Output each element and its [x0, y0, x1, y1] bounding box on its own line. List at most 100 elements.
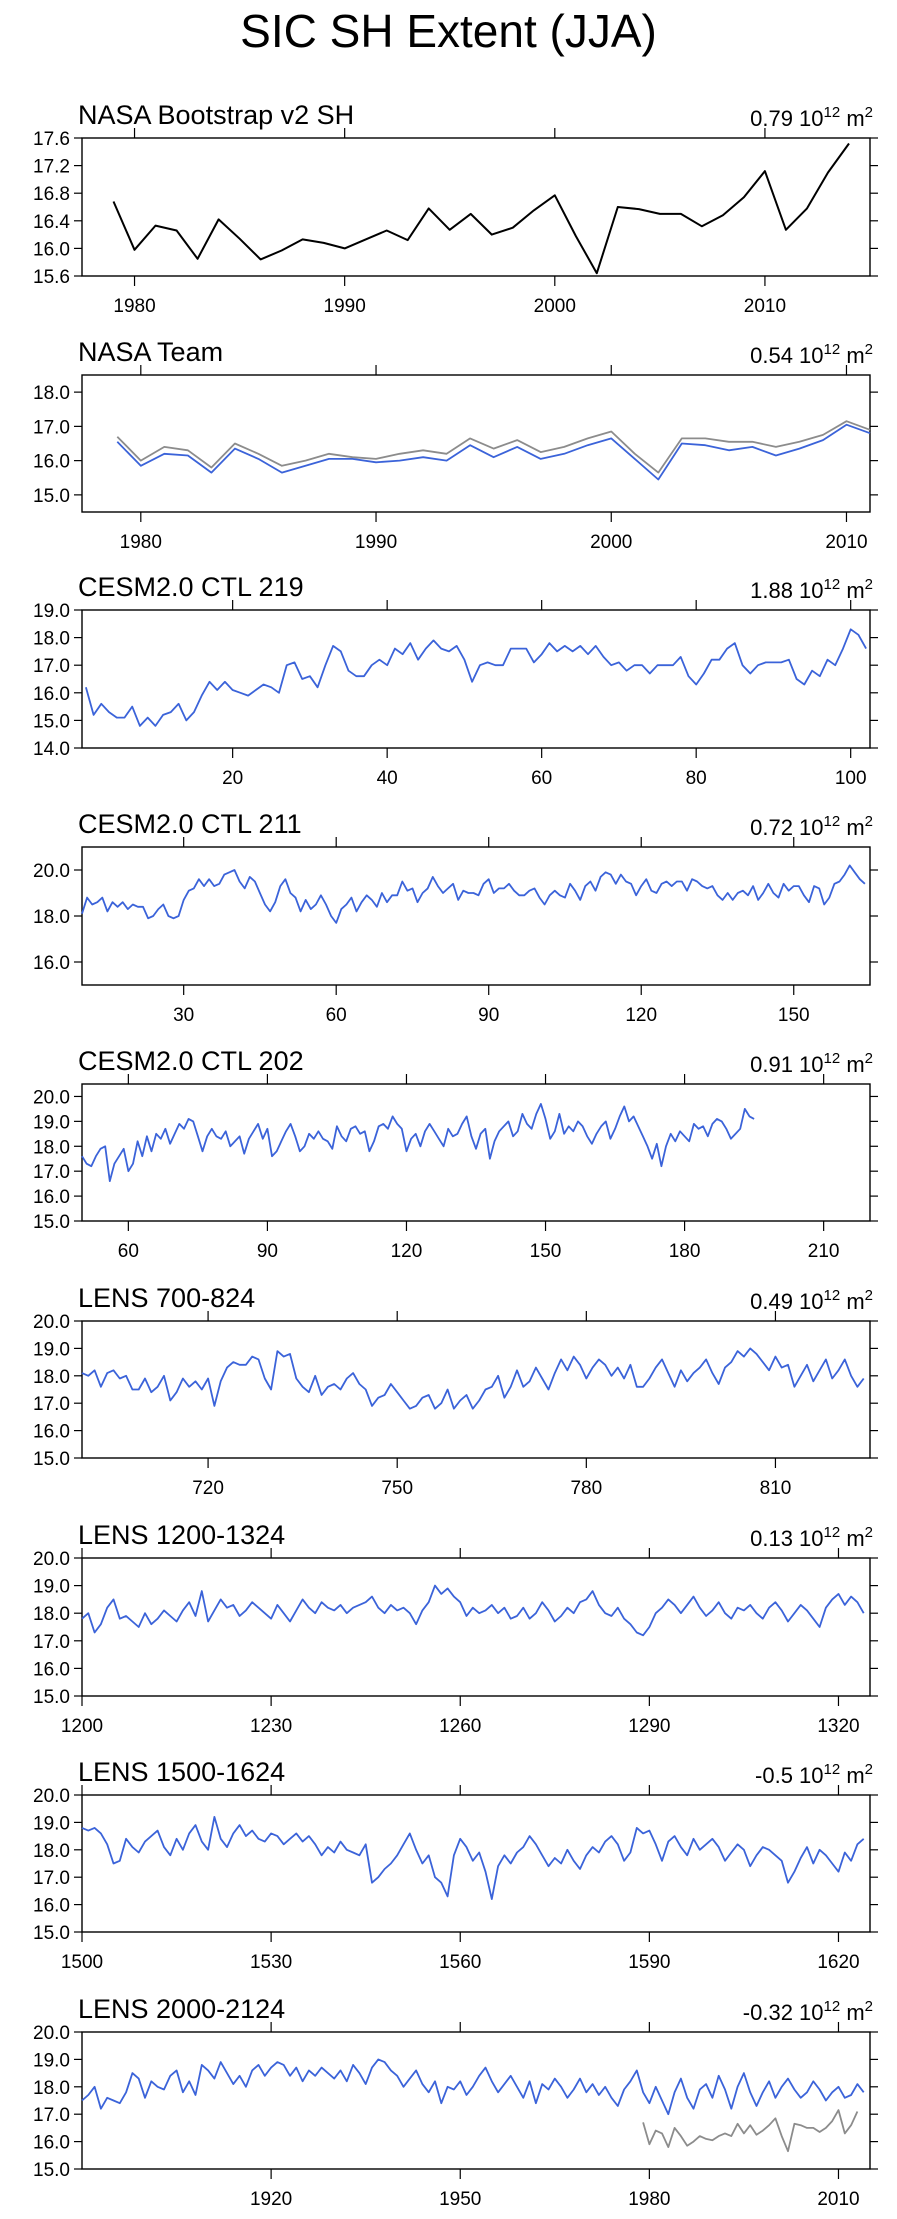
x-tick-label: 100 [835, 768, 867, 789]
trend-label: -0.32 1012 m2 [743, 1998, 873, 2025]
y-tick-label: 15.0 [33, 1212, 70, 1233]
x-tick-label: 1980 [120, 532, 162, 553]
panel-title: LENS 1200-1324 [78, 1520, 285, 1550]
y-tick-label: 16.4 [33, 212, 70, 233]
x-tick-label: 150 [530, 1241, 562, 1262]
series-line-model [85, 628, 867, 727]
x-tick-label: 1500 [61, 1952, 103, 1973]
series-line-model [81, 1816, 865, 1900]
y-tick-label: 20.0 [33, 1312, 70, 1333]
y-tick-label: 18.0 [33, 907, 70, 928]
y-tick-label: 20.0 [33, 861, 70, 882]
trend-label: -0.5 1012 m2 [755, 1761, 873, 1788]
y-tick-label: 18.0 [33, 1604, 70, 1625]
x-tick-label: 60 [326, 1005, 347, 1026]
y-tick-label: 16.0 [33, 452, 70, 473]
series-line-model [116, 423, 871, 481]
panel-title: CESM2.0 CTL 202 [78, 1046, 304, 1076]
x-tick-label: 1290 [628, 1716, 670, 1737]
x-tick-label: 30 [173, 1005, 194, 1026]
y-tick-label: 17.0 [33, 1162, 70, 1183]
plot-frame [81, 846, 871, 986]
panel-title: LENS 2000-2124 [78, 1994, 285, 2024]
y-tick-label: 20.0 [33, 1549, 70, 1570]
y-tick-label: 18.0 [33, 2078, 70, 2099]
y-tick-label: 17.0 [33, 656, 70, 677]
x-tick-label: 1990 [324, 296, 366, 317]
x-tick-label: 2010 [817, 2189, 859, 2210]
series-line-obs [112, 142, 850, 275]
series-line-obs_alt [642, 2109, 859, 2153]
x-tick-label: 120 [391, 1241, 423, 1262]
x-tick-label: 150 [778, 1005, 810, 1026]
y-tick-label: 15.0 [33, 1449, 70, 1470]
x-tick-label: 60 [118, 1241, 139, 1262]
x-tick-label: 1560 [439, 1952, 481, 1973]
x-tick-label: 1950 [439, 2189, 481, 2210]
y-tick-label: 16.8 [33, 184, 70, 205]
y-tick-label: 16.0 [33, 1896, 70, 1917]
x-tick-label: 1990 [355, 532, 397, 553]
x-tick-label: 1980 [628, 2189, 670, 2210]
y-tick-label: 16.0 [33, 1187, 70, 1208]
y-tick-label: 16.0 [33, 1422, 70, 1443]
x-tick-label: 60 [531, 768, 552, 789]
x-tick-label: 1980 [113, 296, 155, 317]
trend-label: 0.79 1012 m2 [750, 104, 873, 131]
y-tick-label: 17.0 [33, 2105, 70, 2126]
y-tick-label: 19.0 [33, 601, 70, 622]
trend-label: 0.54 1012 m2 [750, 341, 873, 368]
y-tick-label: 15.0 [33, 1687, 70, 1708]
y-tick-label: 17.0 [33, 1394, 70, 1415]
y-tick-label: 15.0 [33, 486, 70, 507]
y-tick-label: 19.0 [33, 1577, 70, 1598]
x-tick-label: 180 [669, 1241, 701, 1262]
x-tick-label: 90 [478, 1005, 499, 1026]
x-tick-label: 90 [257, 1241, 278, 1262]
series-line-model [81, 1584, 865, 1637]
y-tick-label: 18.0 [33, 1367, 70, 1388]
y-tick-label: 18.0 [33, 383, 70, 404]
panel-title: LENS 1500-1624 [78, 1757, 285, 1787]
x-tick-label: 40 [377, 768, 398, 789]
y-tick-label: 19.0 [33, 1339, 70, 1360]
panel-title: LENS 700-824 [78, 1283, 255, 1313]
x-tick-label: 810 [760, 1478, 792, 1499]
series-line-obs_alt [116, 420, 871, 474]
x-tick-label: 1920 [250, 2189, 292, 2210]
x-tick-label: 1230 [250, 1716, 292, 1737]
y-tick-label: 18.0 [33, 1841, 70, 1862]
y-tick-label: 17.0 [33, 1868, 70, 1889]
plot-frame [81, 137, 871, 277]
plot-frame [81, 1794, 871, 1933]
x-tick-label: 2010 [825, 532, 867, 553]
y-tick-label: 18.0 [33, 629, 70, 650]
y-tick-label: 19.0 [33, 2050, 70, 2071]
panel-title: NASA Team [78, 337, 223, 367]
y-tick-label: 18.0 [33, 1137, 70, 1158]
plot-frame [81, 1320, 871, 1459]
x-tick-label: 2010 [744, 296, 786, 317]
x-tick-label: 2000 [534, 296, 576, 317]
x-tick-label: 2000 [590, 532, 632, 553]
panel-title: NASA Bootstrap v2 SH [78, 100, 354, 130]
x-tick-label: 1620 [817, 1952, 859, 1973]
x-tick-label: 1530 [250, 1952, 292, 1973]
series-line-model [81, 1347, 865, 1410]
y-tick-label: 20.0 [33, 2023, 70, 2044]
y-tick-label: 19.0 [33, 1112, 70, 1133]
y-tick-label: 14.0 [33, 739, 70, 760]
x-tick-label: 120 [625, 1005, 657, 1026]
y-tick-label: 16.0 [33, 239, 70, 260]
x-tick-label: 210 [808, 1241, 840, 1262]
trend-label: 1.88 1012 m2 [750, 576, 873, 603]
x-tick-label: 720 [192, 1478, 224, 1499]
series-line-model [81, 2058, 865, 2116]
y-tick-label: 17.0 [33, 417, 70, 438]
trend-label: 0.49 1012 m2 [750, 1287, 873, 1314]
y-tick-label: 19.0 [33, 1813, 70, 1834]
x-tick-label: 1320 [817, 1716, 859, 1737]
trend-label: 0.13 1012 m2 [750, 1524, 873, 1551]
plot-frame [81, 374, 871, 513]
